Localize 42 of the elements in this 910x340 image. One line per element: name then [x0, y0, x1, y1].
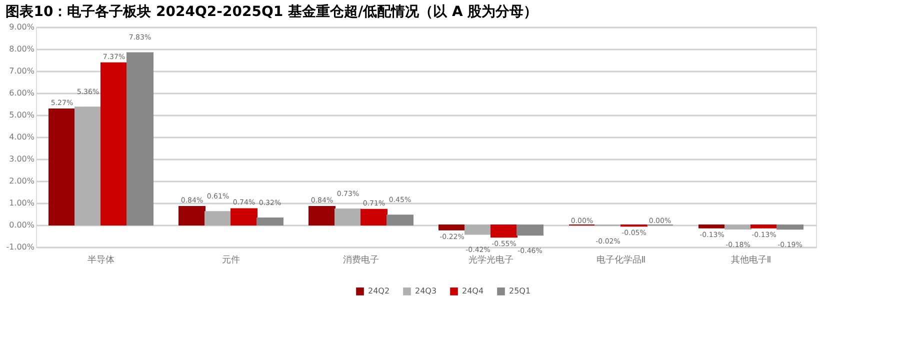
bar — [490, 224, 518, 238]
bar — [100, 62, 128, 226]
legend-label: 24Q4 — [462, 286, 484, 296]
y-tick-label: 3.00% — [9, 154, 35, 164]
y-tick-label: 5.00% — [9, 110, 35, 120]
bar — [48, 108, 76, 226]
bar — [178, 206, 206, 226]
bar — [230, 208, 258, 226]
bar — [360, 208, 388, 226]
legend-label: 24Q3 — [415, 286, 437, 296]
bar — [126, 52, 154, 226]
x-tick-label: 消费电子 — [343, 254, 379, 266]
x-tick-label: 元件 — [222, 254, 240, 266]
bar — [750, 224, 778, 228]
bar — [334, 208, 362, 226]
chart-title: 图表10：电子各子板块 2024Q2-2025Q1 基金重仓超/低配情况（以 A 股为分母） — [6, 4, 538, 20]
bar — [698, 224, 726, 228]
y-tick-label: 6.00% — [9, 88, 35, 98]
legend-label: 25Q1 — [509, 286, 531, 296]
bar — [386, 214, 414, 226]
y-tick-label: 4.00% — [9, 132, 35, 142]
bar — [776, 224, 804, 230]
bar — [724, 224, 752, 230]
y-tick-label: 8.00% — [9, 44, 35, 54]
x-tick-label: 电子化学品Ⅱ — [596, 254, 646, 266]
bar — [74, 106, 102, 226]
x-tick-label: 光学光电子 — [468, 254, 514, 266]
y-tick-label: -1.00% — [6, 242, 35, 252]
bar — [438, 224, 466, 230]
legend-label: 24Q2 — [368, 286, 390, 296]
bar — [464, 224, 492, 235]
bar — [204, 211, 232, 226]
y-tick-label: 1.00% — [9, 198, 35, 208]
x-tick-label: 其他电子Ⅱ — [730, 254, 772, 266]
bar — [308, 206, 336, 226]
y-tick-label: 7.00% — [9, 66, 35, 76]
x-tick-label: 半导体 — [88, 254, 114, 266]
y-tick-label: 2.00% — [9, 176, 35, 186]
bar — [516, 224, 544, 236]
y-tick-label: 9.00% — [9, 22, 35, 32]
y-tick-label: 0.00% — [9, 220, 35, 230]
bar — [256, 217, 284, 226]
